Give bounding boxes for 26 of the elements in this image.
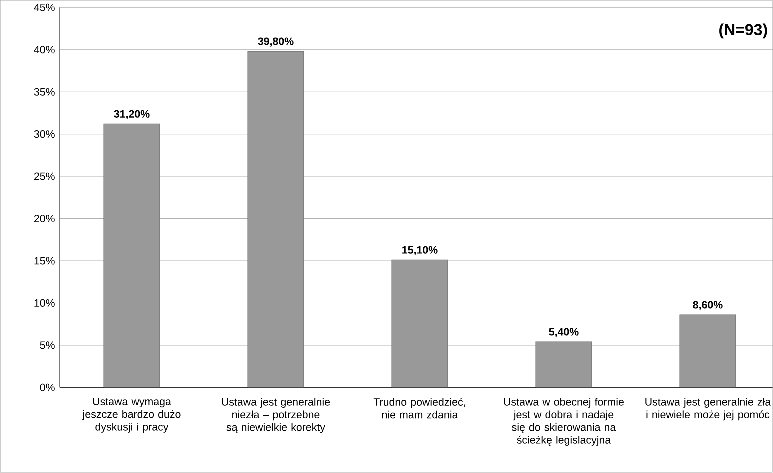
x-tick-label: Trudno powiedzieć, nie mam zdania bbox=[374, 398, 466, 419]
y-tick-label: 0% bbox=[40, 384, 55, 392]
y-tick-label: 15% bbox=[34, 257, 55, 265]
y-tick-label: 5% bbox=[40, 342, 55, 350]
y-tick-label: 35% bbox=[34, 88, 55, 96]
y-tick-label: 30% bbox=[34, 130, 55, 138]
y-tick-label: 25% bbox=[34, 172, 55, 180]
data-label: 39,80% bbox=[258, 38, 294, 47]
y-tick-label: 40% bbox=[34, 46, 55, 54]
bar bbox=[392, 260, 448, 388]
bar bbox=[536, 342, 592, 388]
annotation: (N=93) bbox=[720, 24, 768, 39]
x-tick-label: Ustawa jest generalnie niezła – potrzebne są niewielkie korekty bbox=[222, 398, 330, 434]
bar bbox=[680, 314, 736, 388]
data-label: 8,60% bbox=[693, 301, 723, 310]
x-tick-label: Ustawa jest generalnie zła i niewiele może jej pomóc bbox=[646, 398, 772, 421]
x-tick-label: Ustawa w obecnej formie jest w dobra i nadaje się do skierowania na ścieżkę legislacyjna bbox=[504, 398, 624, 446]
x-tick-label: Ustawa wymaga jeszcze bardzo dużo dyskusji i pracy bbox=[82, 398, 181, 433]
y-tick-label: 45% bbox=[34, 4, 55, 12]
data-label: 5,40% bbox=[549, 328, 579, 338]
y-tick-label: 10% bbox=[34, 299, 55, 307]
bar bbox=[104, 124, 160, 388]
data-label: 15,10% bbox=[402, 246, 438, 256]
y-tick-label: 20% bbox=[34, 214, 55, 223]
data-label: 31,20% bbox=[114, 110, 150, 120]
bar bbox=[248, 51, 304, 388]
